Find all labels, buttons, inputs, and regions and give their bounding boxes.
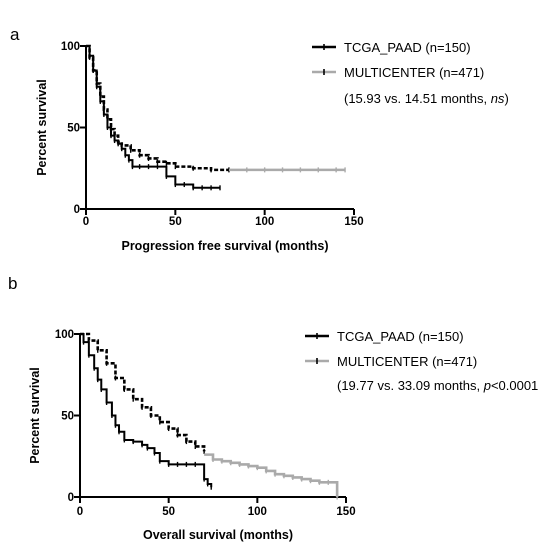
annotation-suffix: <0.0001) xyxy=(491,378,538,393)
annotation-text: (19.77 vs. 33.09 months, p<0.0001) xyxy=(337,378,538,393)
annotation-italic: ns xyxy=(491,91,505,106)
y-tick-label: 100 xyxy=(61,41,80,53)
annotation-text: (15.93 vs. 14.51 months, ns) xyxy=(344,91,509,106)
legend-label: MULTICENTER (n=471) xyxy=(337,354,477,369)
x-tick-label: 150 xyxy=(336,506,355,518)
legend-label: TCGA_PAAD (n=150) xyxy=(337,329,464,344)
annotation-italic: p xyxy=(483,378,491,393)
series-line-0 xyxy=(86,45,220,189)
x-tick-label: 150 xyxy=(344,216,363,228)
x-tick-label: 50 xyxy=(162,506,175,518)
series-line-0 xyxy=(80,333,213,488)
x-tick-label: 0 xyxy=(77,506,83,518)
series-line-2 xyxy=(204,453,339,497)
series-line-1 xyxy=(86,44,229,172)
panel-label: a xyxy=(10,25,20,44)
y-tick-label: 0 xyxy=(68,492,74,504)
series-line-1 xyxy=(80,332,206,452)
x-tick-label: 50 xyxy=(169,216,182,228)
legend-label: MULTICENTER (n=471) xyxy=(344,65,484,80)
annotation-suffix: ) xyxy=(504,91,508,106)
x-tick-label: 100 xyxy=(248,506,267,518)
x-axis-title: Progression free survival (months) xyxy=(121,239,328,253)
y-axis-title: Percent survival xyxy=(28,367,42,464)
y-axis-title: Percent survival xyxy=(35,79,49,176)
legend-label: TCGA_PAAD (n=150) xyxy=(344,40,471,55)
panel-label: b xyxy=(8,274,17,293)
y-tick-label: 50 xyxy=(61,411,74,423)
annotation-prefix: (19.77 vs. 33.09 months, xyxy=(337,378,484,393)
x-tick-label: 0 xyxy=(83,216,89,228)
chart-panel-a: a 0 50 100 0 50 100 150 Progression free surviva… xyxy=(10,25,509,253)
x-tick-label: 100 xyxy=(255,216,274,228)
y-tick-label: 0 xyxy=(74,204,80,216)
y-tick-label: 100 xyxy=(55,329,74,341)
chart-panel-b: b 0 50 100 0 50 100 150 Overall survival (months… xyxy=(8,274,538,542)
y-tick-label: 50 xyxy=(67,123,80,135)
annotation-prefix: (15.93 vs. 14.51 months, xyxy=(344,91,491,106)
x-axis-title: Overall survival (months) xyxy=(143,528,293,542)
